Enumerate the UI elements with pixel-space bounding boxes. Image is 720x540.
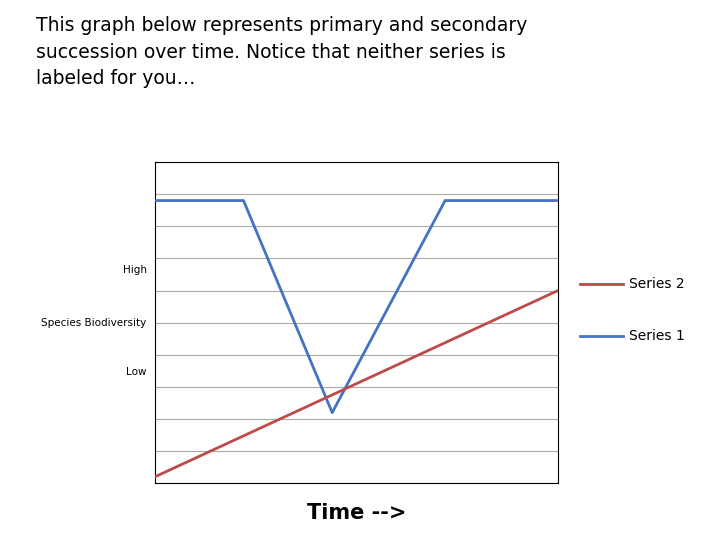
Text: This graph below represents primary and secondary
succession over time. Notice t: This graph below represents primary and … <box>36 16 527 88</box>
Text: Species Biodiversity: Species Biodiversity <box>42 318 147 328</box>
Text: Low: Low <box>126 367 147 377</box>
Text: Time -->: Time --> <box>307 503 406 523</box>
Text: High: High <box>122 265 147 275</box>
Text: Series 2: Series 2 <box>629 277 684 291</box>
Text: Series 1: Series 1 <box>629 328 684 342</box>
